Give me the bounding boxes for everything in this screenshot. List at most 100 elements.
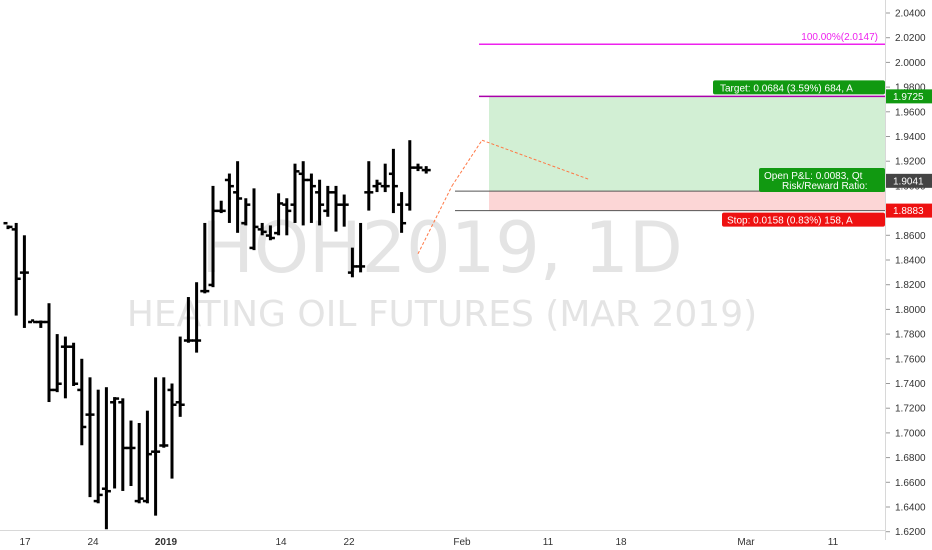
price-tick-label: 1.6400: [895, 503, 926, 514]
bar-range: [72, 342, 76, 386]
trend-line[interactable]: [451, 139, 483, 187]
bar-open-tick: [347, 271, 352, 274]
bar-range: [400, 192, 404, 233]
bar-range: [408, 140, 412, 211]
bar-open-tick: [60, 345, 65, 348]
bar-range: [195, 282, 199, 353]
price-tick-label: 1.9200: [895, 157, 926, 168]
stop-label-background[interactable]: [722, 212, 885, 227]
ohlc-bar: [339, 194, 349, 227]
price-axis[interactable]: 2.0400 2.0200 2.0000 1.9800 1.9600 1.9400 1.92…: [886, 9, 926, 539]
bar-open-tick: [77, 388, 82, 392]
bar-range: [375, 179, 379, 193]
bar-range: [318, 179, 322, 226]
loss-zone[interactable]: [489, 191, 885, 211]
bar-close-tick: [205, 289, 210, 293]
bar-range: [326, 185, 330, 217]
ohlc-bar: [151, 377, 161, 516]
price-tick-label: 1.8600: [895, 231, 926, 242]
bar-open-tick: [388, 172, 393, 176]
bar-close-tick: [74, 382, 79, 385]
bar-open-tick: [175, 401, 180, 404]
bar-open-tick: [356, 265, 361, 268]
bar-range: [137, 423, 141, 504]
stop-price-text: 1.8883: [893, 206, 924, 217]
bar-close-tick: [221, 209, 226, 213]
ohlc-bars: [3, 140, 431, 530]
trend-line[interactable]: [481, 139, 591, 181]
bar-open-tick: [265, 234, 270, 237]
price-tick-label: 1.6800: [895, 453, 926, 464]
price-tick-label: 1.7200: [895, 404, 926, 415]
bar-range: [391, 148, 395, 214]
price-tick-label: 2.0200: [895, 33, 926, 44]
bar-open-tick: [183, 339, 188, 342]
bar-close-tick: [213, 209, 218, 213]
bar-range: [162, 377, 166, 448]
bar-range: [424, 166, 428, 174]
bar-close-tick: [123, 446, 128, 450]
bar-close-tick: [106, 489, 111, 493]
ohlc-bar: [3, 221, 13, 230]
bar-open-tick: [364, 191, 369, 194]
bar-close-tick: [344, 203, 349, 206]
price-tick-label: 1.7600: [895, 354, 926, 365]
bar-range: [6, 225, 10, 230]
ohlc-bar: [265, 225, 275, 241]
bar-close-tick: [98, 493, 103, 497]
bar-open-tick: [126, 446, 131, 450]
bar-close-tick: [320, 203, 325, 206]
pnl-label-background[interactable]: [759, 168, 885, 192]
bar-open-tick: [405, 203, 410, 206]
ohlc-bar: [224, 173, 234, 223]
time-tick-label: 11: [828, 537, 839, 548]
bar-range: [154, 377, 158, 516]
bar-range: [260, 222, 264, 236]
bar-close-tick: [311, 184, 316, 188]
bar-range: [211, 185, 215, 288]
bar-close-tick: [418, 166, 423, 169]
ohlc-bar: [413, 163, 423, 172]
target-label-background[interactable]: [713, 80, 885, 95]
bar-open-tick: [101, 487, 106, 490]
bar-close-tick: [369, 191, 374, 194]
ohlc-bar: [208, 185, 218, 288]
time-axis[interactable]: 17 24 2019 14 22 Feb 11 18 Mar 11: [19, 537, 838, 548]
bar-open-tick: [167, 388, 172, 392]
ohlc-bar: [331, 185, 341, 232]
ohlc-bar: [274, 193, 284, 236]
bar-close-tick: [147, 452, 152, 456]
bar-close-tick: [393, 184, 398, 188]
bar-close-tick: [16, 277, 21, 281]
bar-range: [244, 198, 248, 226]
ohlc-bar: [19, 235, 29, 328]
bar-range: [367, 161, 371, 211]
bar-range: [416, 163, 420, 172]
ohlc-bar: [126, 420, 136, 487]
bar-open-tick: [323, 209, 328, 213]
bar-open-tick: [118, 401, 123, 404]
ohlc-bar: [101, 387, 111, 530]
ohlc-bar: [421, 166, 431, 174]
target-price-text: 1.9725: [893, 92, 924, 103]
bar-close-tick: [385, 184, 390, 188]
bar-close-tick: [82, 425, 87, 429]
ohlc-bar: [388, 148, 398, 214]
bar-close-tick: [336, 203, 341, 206]
bar-close-tick: [377, 182, 382, 185]
ohlc-bar: [175, 336, 185, 417]
bar-close-tick: [197, 339, 202, 342]
bar-close-tick: [90, 413, 95, 416]
trend-line[interactable]: [417, 185, 453, 255]
ohlc-bar: [216, 200, 226, 214]
bar-open-tick: [298, 172, 303, 176]
ohlc-bar: [405, 140, 415, 211]
time-tick-label: 22: [343, 537, 355, 548]
bar-close-tick: [41, 320, 46, 324]
ohlc-bar: [60, 336, 70, 399]
ohlc-bar: [347, 247, 357, 278]
time-tick-label: 14: [275, 537, 287, 548]
bar-close-tick: [287, 209, 292, 213]
bar-close-tick: [361, 265, 366, 268]
